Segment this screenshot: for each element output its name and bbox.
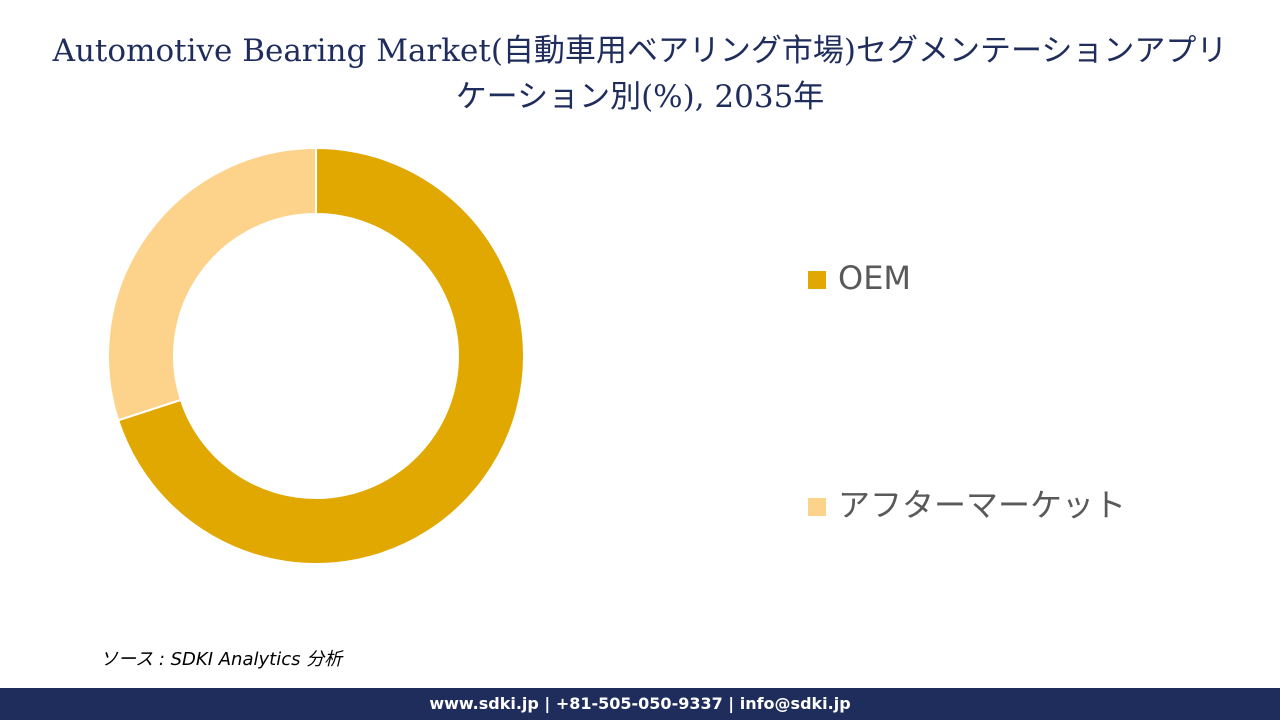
source-note: ソース : SDKI Analytics 分析	[100, 649, 343, 670]
chart-title: Automotive Bearing Market(自動車用ベアリング市場)セグ…	[52, 33, 1228, 115]
donut-slice	[116, 146, 525, 565]
donut-slice	[107, 146, 317, 422]
legend-swatch	[808, 498, 826, 516]
legend-label: OEM	[838, 259, 911, 297]
footer: www.sdki.jp | +81-505-050-9337 | info@sd…	[0, 688, 1280, 720]
legend-label: アフターマーケット	[838, 486, 1126, 524]
chart: OEM アフターマーケット	[107, 146, 1126, 565]
legend-swatch	[808, 271, 826, 289]
